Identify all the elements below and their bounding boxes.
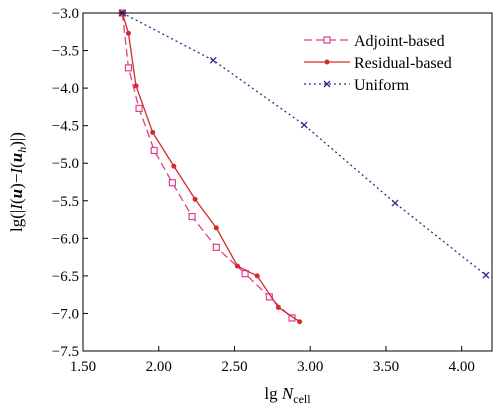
tick-labels: 1.50 2.00 2.50 3.00 3.50 4.00 −3.0 −3.5 −4.0 −4.5… [52,6,475,375]
x-tick-label: 1.50 [70,359,96,375]
axis-ticks [82,12,463,352]
data-point [275,304,281,310]
plot-series [118,9,490,325]
data-point [125,30,131,36]
series-line [121,12,293,319]
y-tick-label: −7.5 [52,344,79,360]
y-tick-label: −5.0 [52,156,79,172]
data-point [150,129,156,135]
x-tick-label: 4.00 [449,359,475,375]
y-tick-label: −4.5 [52,119,79,135]
series-residual-based [119,10,303,325]
data-point [213,225,219,231]
legend: Adjoint-based Residual-based Uniform [304,33,452,94]
legend-item: Uniform [304,77,410,94]
data-point [323,36,331,44]
data-point [168,179,176,187]
data-point [300,121,308,129]
data-point [133,83,139,89]
y-tick-label: −5.5 [52,194,79,210]
x-tick-label: 3.00 [297,359,323,375]
legend-label: Residual-based [354,55,452,72]
x-tick-label: 3.50 [373,359,399,375]
data-point [192,196,198,202]
data-point [324,59,330,65]
legend-label: Adjoint-based [354,33,445,50]
data-point [188,212,196,221]
series-uniform [118,9,490,279]
plot-frame [82,12,493,352]
y-tick-label: −3.5 [52,44,79,60]
data-point [297,319,303,325]
series-line [122,12,487,276]
data-point [212,243,220,251]
legend-item: Adjoint-based [304,33,445,50]
data-point [254,273,260,279]
y-tick-label: −4.0 [52,81,79,97]
y-tick-label: −3.0 [52,6,79,22]
x-tick-label: 2.50 [221,359,247,375]
y-axis-title: lg(|I(u)−I(uh)|) [7,132,29,232]
legend-item: Residual-based [304,55,452,72]
data-point [171,163,177,169]
data-point [235,263,241,269]
data-point [323,80,331,88]
x-tick-label: 2.00 [146,359,172,375]
legend-label: Uniform [354,77,410,94]
y-tick-label: −7.0 [52,306,79,322]
series-line [121,12,300,323]
data-point [124,64,133,72]
data-point [391,199,399,207]
data-point [135,104,143,112]
data-point [482,271,490,279]
y-tick-label: −6.5 [52,269,79,285]
data-point [209,56,217,64]
x-axis-title: lg Ncell [264,384,311,406]
y-tick-label: −6.0 [52,231,79,247]
data-point [150,146,158,155]
data-point [241,270,249,278]
